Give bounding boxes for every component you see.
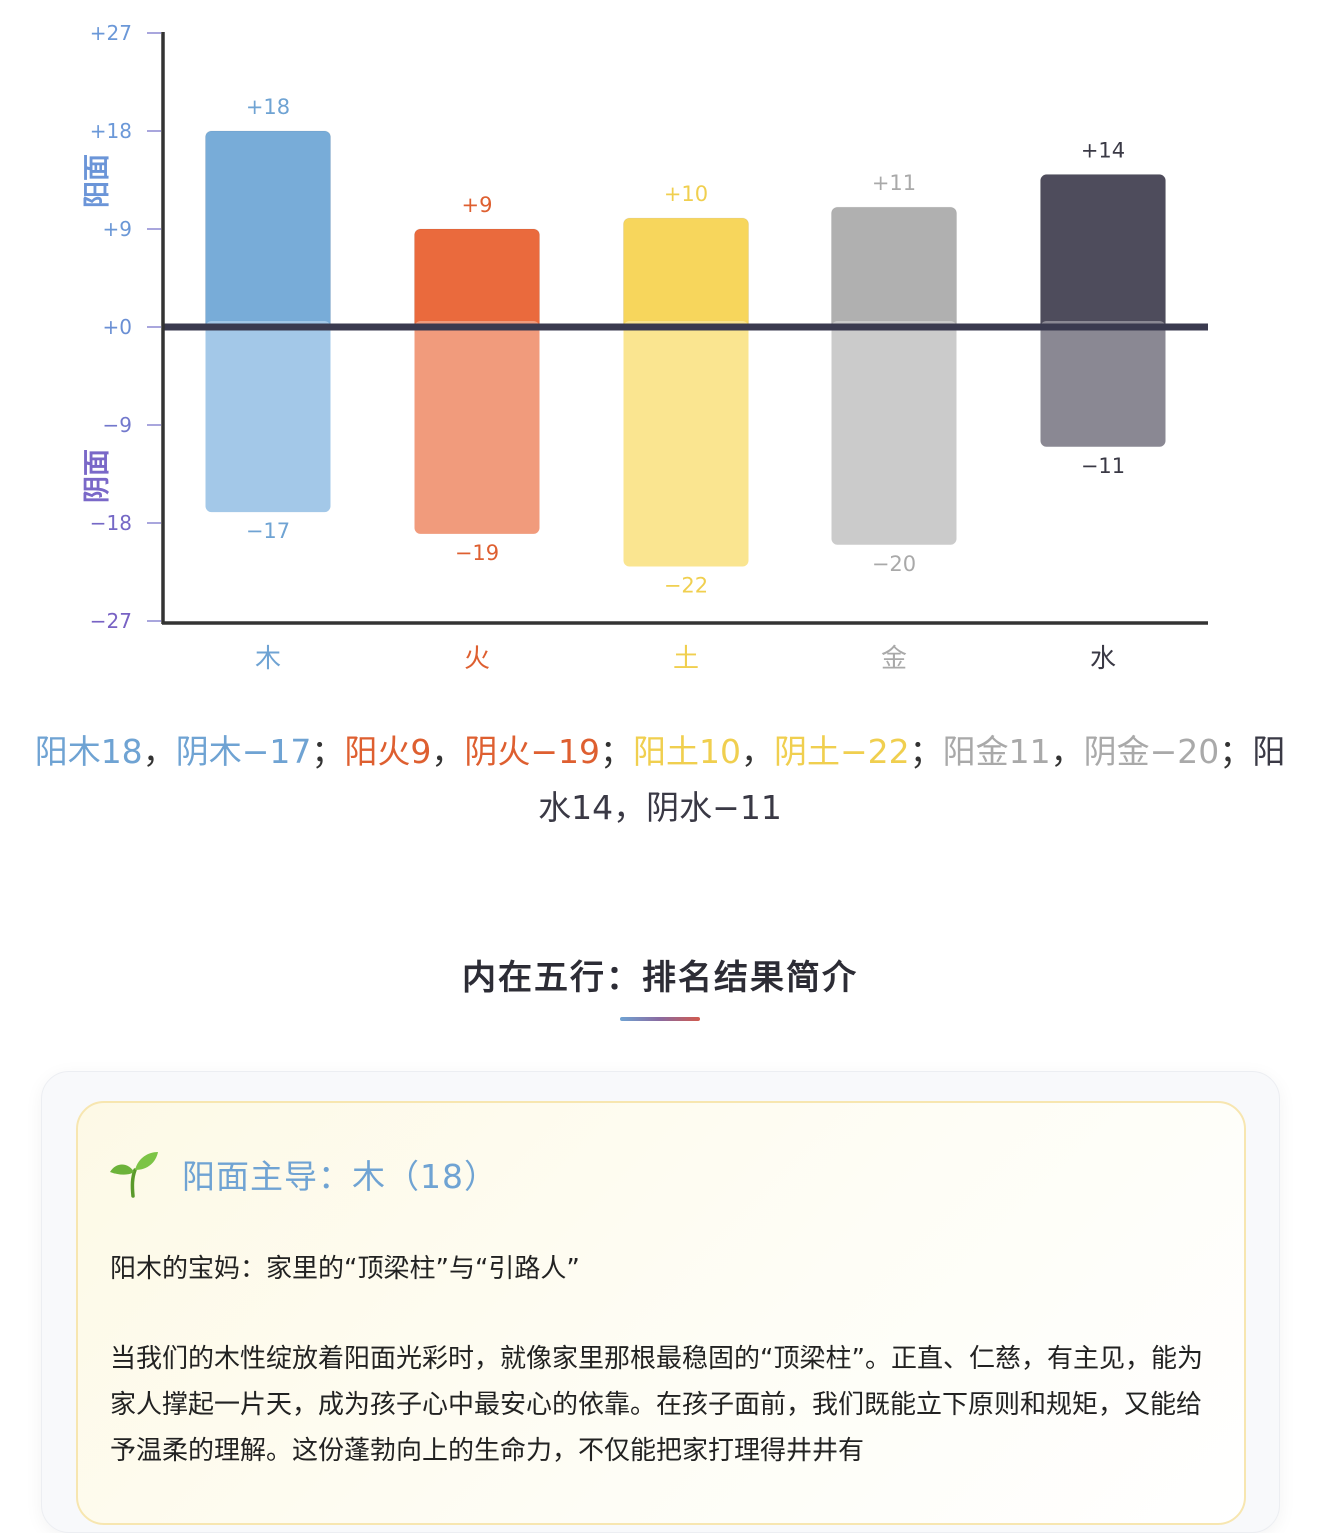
summary-segment: ； (909, 732, 943, 771)
bar-negative-0 (205, 321, 331, 513)
card-body-text: 当我们的木性绽放着阳面光彩时，就像家里那根最稳固的“顶梁柱”。正直、仁慈，有主见… (110, 1344, 1203, 1466)
y-tick-label: −9 (103, 413, 132, 437)
summary-segment: 阴水−11 (646, 788, 782, 827)
y-tick-label: −18 (90, 511, 132, 535)
summary-segment: 阴火−19 (464, 732, 600, 771)
value-label-negative: −11 (1081, 454, 1125, 478)
bar-negative-2 (623, 321, 749, 567)
bar-positive-4 (1040, 174, 1166, 334)
summary-segment: 阳水14 (538, 732, 1286, 827)
summary-segment: ， (741, 732, 774, 771)
y-axis-ticks: +27 +18 +9 +0 −9 −18 −27 (90, 21, 161, 633)
x-tick-label: 土 (673, 644, 699, 674)
summary-segment: 阴木−17 (175, 732, 312, 771)
title-underline (620, 1017, 700, 1021)
value-label-positive: +11 (872, 171, 916, 195)
x-tick-label: 火 (464, 644, 490, 674)
x-tick-label: 水 (1090, 644, 1116, 674)
bar-positive-0 (205, 130, 331, 334)
card-subtitle: 阳木的宝妈：家里的“顶梁柱”与“引路人” (110, 1254, 580, 1284)
summary-segment: ； (311, 732, 345, 771)
value-label-negative: −20 (872, 552, 916, 576)
sprout-icon (110, 1152, 158, 1198)
summary-segment: 阴金−20 (1083, 732, 1220, 771)
score-summary: 阳木18，阴木−17；阳火9，阴火−19；阳土10，阴土−22；阳金11，阴金−… (30, 724, 1290, 836)
y-tick-label: +18 (90, 119, 132, 143)
bar-negative-4 (1040, 321, 1166, 447)
yin-yang-five-elements-chart: +27 +18 +9 +0 −9 −18 −27 阳面 阴面 +18 −17 +9 −19 +10 −… (82, 21, 1208, 674)
value-label-positive: +18 (246, 95, 290, 119)
value-label-negative: −22 (664, 574, 708, 598)
bar-positive-2 (623, 217, 749, 334)
summary-segment: 阴土−22 (774, 732, 910, 771)
bar-negative-3 (831, 321, 957, 545)
value-label-positive: +14 (1081, 139, 1125, 163)
y-label-bottom: 阴面 (82, 449, 113, 503)
y-tick-label: +0 (103, 315, 132, 339)
value-label-negative: −19 (455, 541, 499, 565)
bar-negative-1 (414, 321, 540, 534)
bars-group: +18 −17 +9 −19 +10 −22 +11 −20 +14 −11 (205, 95, 1166, 598)
summary-segment: 阳木18 (34, 732, 143, 771)
y-tick-label: +27 (90, 21, 132, 45)
y-tick-label: −27 (90, 609, 132, 633)
bar-positive-3 (831, 206, 957, 334)
dominant-element-card (76, 1101, 1246, 1525)
x-tick-label: 金 (881, 644, 907, 674)
summary-segment: ； (600, 732, 633, 771)
summary-segment: ， (1050, 732, 1084, 771)
value-label-positive: +9 (462, 193, 493, 217)
y-tick-label: +9 (103, 217, 132, 241)
section-title: 内在五行：排名结果简介 (462, 958, 858, 998)
summary-segment: 阳火9 (344, 732, 432, 771)
value-label-positive: +10 (664, 182, 708, 206)
card-title: 阳面主导：木（18） (182, 1157, 498, 1196)
x-tick-label: 木 (255, 644, 281, 674)
bar-positive-1 (414, 228, 540, 334)
value-label-negative: −17 (246, 519, 290, 543)
summary-segment: 阳土10 (633, 732, 741, 771)
y-label-top: 阳面 (82, 154, 113, 208)
summary-segment: ， (142, 732, 176, 771)
summary-segment: 阳金11 (942, 732, 1051, 771)
summary-segment: ， (613, 788, 647, 827)
x-axis-labels: 木火土金水 (255, 644, 1116, 674)
summary-segment: ， (431, 732, 465, 771)
card-header: 阳面主导：木（18） (108, 1148, 498, 1200)
summary-segment: ； (1219, 732, 1253, 771)
